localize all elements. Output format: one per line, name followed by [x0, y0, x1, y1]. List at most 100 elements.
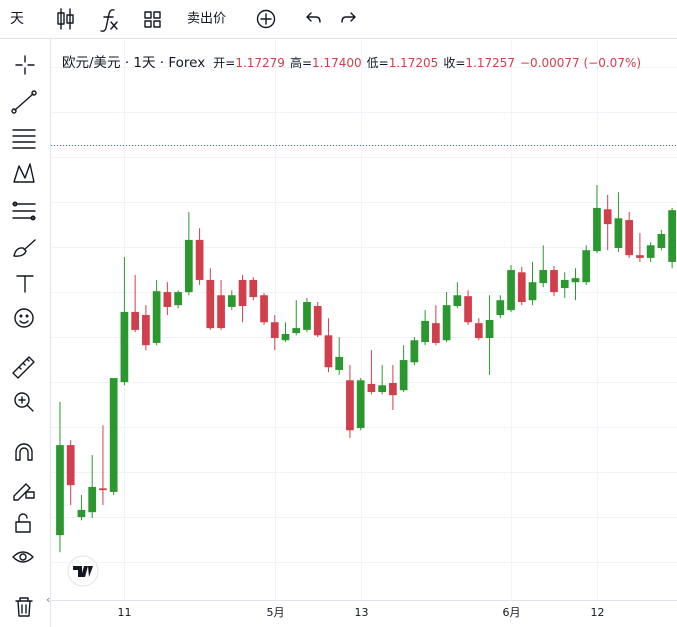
collapse-arrow[interactable]: ‹ [46, 593, 50, 606]
plot-area: 11 5月 13 6月 12 [51, 40, 677, 619]
candle-body [184, 239, 193, 293]
change-value: −0.00077 (−0.07%) [520, 56, 642, 70]
candle-body [77, 509, 86, 518]
open-label: 开= [213, 56, 236, 70]
x-tick-label: 12 [591, 606, 605, 619]
candle-body [292, 328, 301, 334]
candle-body [646, 245, 655, 258]
ruler-icon[interactable] [12, 356, 35, 379]
x-tick-label: 5月 [267, 606, 285, 619]
candle-body [410, 340, 419, 363]
candle-body [496, 300, 505, 316]
x-tick-label: 6月 [503, 606, 521, 619]
tradingview-logo[interactable] [67, 555, 99, 587]
magnet-icon[interactable] [15, 443, 33, 461]
chart-type-icon[interactable] [57, 8, 74, 30]
delete-icon[interactable] [15, 597, 33, 617]
candle-body [120, 311, 129, 383]
candle-body [324, 335, 333, 368]
candle-body [399, 360, 408, 391]
indicators-icon[interactable] [100, 9, 118, 32]
candle-body [528, 282, 537, 301]
candle-body [346, 380, 354, 431]
candle-body [657, 234, 666, 248]
projection-icon[interactable] [12, 201, 36, 221]
candle-body [152, 291, 161, 343]
x-tick-label: 13 [355, 606, 369, 619]
trend-line-icon[interactable] [11, 90, 37, 114]
text-icon[interactable] [16, 275, 34, 293]
candle-body [474, 323, 483, 339]
candle-body [668, 210, 676, 262]
low-label: 低= [366, 56, 389, 70]
visibility-icon[interactable] [12, 551, 34, 563]
candle-body [550, 270, 558, 293]
candle-body [593, 207, 601, 252]
redo-icon[interactable] [341, 12, 356, 23]
interval-button[interactable]: 天 [10, 11, 24, 27]
candle-body [539, 270, 548, 284]
candle-body [421, 320, 429, 343]
high-value: 1.17400 [312, 56, 362, 70]
layouts-icon[interactable] [144, 11, 161, 28]
candle-body [507, 270, 515, 311]
emoji-icon[interactable] [14, 308, 34, 328]
candle-body [560, 279, 569, 289]
candle-body [335, 356, 344, 370]
candle-body [378, 385, 387, 393]
candle-body [453, 295, 462, 307]
candle-body [99, 488, 107, 491]
candle-body [485, 320, 494, 339]
candle-body [431, 323, 440, 343]
candle-body [313, 306, 322, 336]
symbol-legend: 欧元/美元 · 1天 · Forex 开=1.17279 高=1.17400 低=1.… [62, 51, 646, 71]
candle-body [227, 295, 236, 307]
candle-body [163, 292, 172, 307]
candle-body [571, 278, 580, 283]
top-toolbar [0, 0, 677, 38]
open-value: 1.17279 [235, 56, 285, 70]
crosshair-icon[interactable] [15, 55, 35, 75]
candle-body [603, 209, 612, 225]
low-value: 1.17205 [388, 56, 439, 70]
add-icon[interactable] [256, 9, 276, 29]
pattern-icon[interactable] [13, 163, 35, 183]
undo-icon[interactable] [306, 12, 321, 23]
x-tick-label: 11 [118, 606, 132, 619]
lock-draw-icon[interactable] [13, 483, 35, 501]
candle-body [206, 279, 215, 329]
candle-body [142, 315, 150, 346]
candle-body [131, 311, 140, 330]
candle-body [195, 239, 204, 280]
fib-icon[interactable] [12, 129, 36, 149]
candle-body [109, 378, 118, 492]
candle-body [56, 445, 64, 536]
candle-body [303, 301, 311, 330]
candle-body [270, 322, 279, 339]
candle-body [614, 218, 623, 248]
close-label: 收= [443, 56, 466, 70]
lock-icon[interactable] [15, 513, 31, 533]
candle-body [517, 272, 526, 302]
candle-body [625, 220, 634, 256]
candle-body [281, 333, 290, 341]
candle-body [66, 445, 75, 486]
candle-body [249, 279, 258, 298]
price-type-button[interactable]: 卖出价 [187, 12, 226, 27]
candle-body [464, 296, 472, 323]
symbol-title: 欧元/美元 · 1天 · Forex [62, 55, 206, 71]
candle-body [636, 255, 644, 258]
high-label: 高= [289, 56, 312, 70]
candle-body [174, 292, 182, 306]
candle-body [88, 486, 97, 513]
brush-icon[interactable] [13, 239, 36, 257]
candle-body [238, 279, 247, 307]
candle-body [260, 295, 268, 323]
candle-body [217, 295, 225, 329]
candle-body [582, 250, 591, 283]
candle-body [442, 305, 451, 341]
zoom-icon[interactable] [14, 392, 34, 412]
candle-body [367, 383, 376, 393]
